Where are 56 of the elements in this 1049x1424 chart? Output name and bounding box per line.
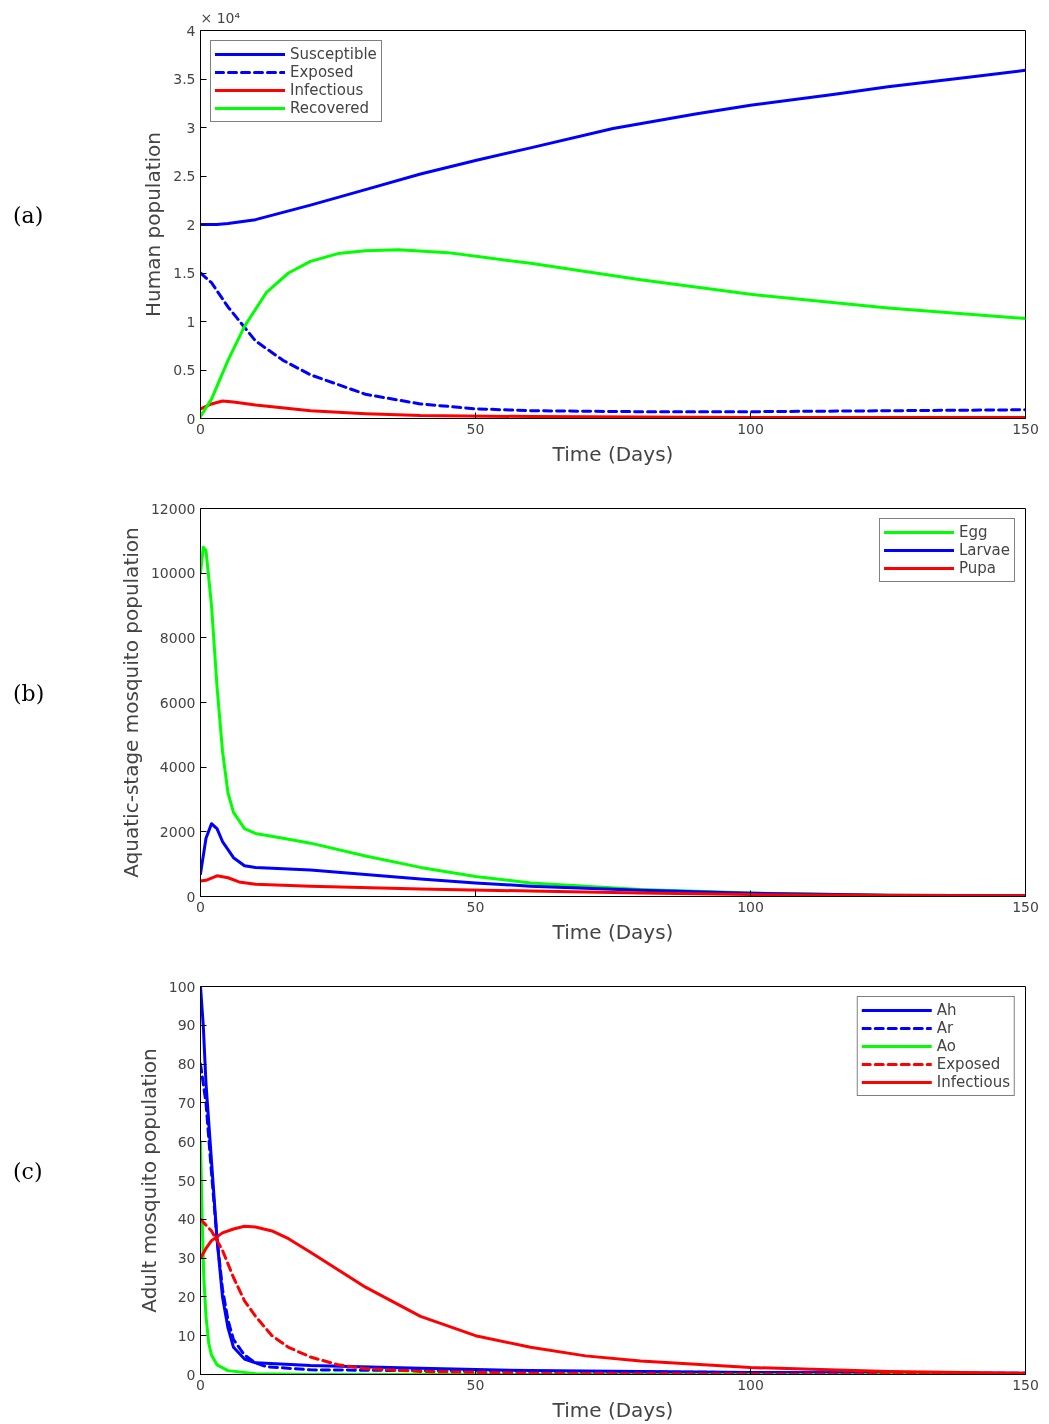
legend-label: Pupa xyxy=(958,559,996,577)
legend-label: Egg xyxy=(958,523,988,541)
x-axis-title: Time (Days) xyxy=(551,441,674,466)
x-axis-title: Time (Days) xyxy=(551,919,674,944)
text: × 10⁴ xyxy=(200,9,241,26)
x-tick-label: 100 xyxy=(737,1376,764,1393)
text: (c) xyxy=(13,1158,43,1186)
y-tick-label: 1 xyxy=(186,313,196,330)
x-tick-label: 150 xyxy=(1012,898,1039,915)
y-tick-label: 90 xyxy=(177,1017,196,1034)
legend-label: Ar xyxy=(936,1019,955,1037)
y-tick-label: 4000 xyxy=(159,759,196,776)
y-tick-label: 10000 xyxy=(150,565,196,582)
y-tick-label: 20 xyxy=(177,1288,196,1305)
x-tick-label: 50 xyxy=(466,420,485,437)
y-tick-label: 2.5 xyxy=(173,168,196,184)
y-tick-label: 6000 xyxy=(159,694,196,711)
legend-label: Exposed xyxy=(290,63,354,81)
text: (a) xyxy=(13,202,44,230)
legend-label: Infectious xyxy=(936,1073,1010,1091)
text: (b) xyxy=(13,680,45,708)
y-axis-title: Adult mosquito population xyxy=(136,1048,161,1313)
y-tick-label: 50 xyxy=(177,1172,196,1189)
y-tick-label: 8000 xyxy=(159,629,196,646)
x-tick-label: 100 xyxy=(737,420,764,437)
x-axis-title: Time (Days) xyxy=(551,1397,674,1422)
x-tick-label: 50 xyxy=(466,1376,485,1393)
legend-label: Ao xyxy=(936,1037,957,1055)
x-tick-label: 150 xyxy=(1012,420,1039,437)
y-tick-label: 60 xyxy=(177,1133,196,1150)
y-tick-label: 0.5 xyxy=(173,362,196,378)
y-tick-label: 80 xyxy=(177,1056,196,1073)
x-tick-label: 50 xyxy=(466,898,485,915)
y-tick-label: 40 xyxy=(177,1211,196,1228)
y-tick-label: 12000 xyxy=(150,500,196,517)
y-tick-label: 30 xyxy=(177,1250,196,1267)
y-tick-label: 3 xyxy=(186,119,196,136)
y-axis-title: Human population xyxy=(141,132,166,317)
y-axis-title: Aquatic-stage mosquito population xyxy=(118,527,143,878)
legend-label: Infectious xyxy=(290,81,364,99)
y-tick-label: 1.5 xyxy=(173,265,196,281)
y-tick-label: 10 xyxy=(177,1327,196,1344)
y-tick-label: 2000 xyxy=(159,823,196,840)
x-tick-label: 150 xyxy=(1012,1376,1039,1393)
legend-label: Ah xyxy=(936,1001,957,1019)
legend-label: Larvae xyxy=(958,541,1010,559)
y-tick-label: 4 xyxy=(186,22,196,39)
y-tick-label: 3.5 xyxy=(173,71,196,87)
y-tick-label: 100 xyxy=(168,978,196,995)
legend-label: Recovered xyxy=(290,99,370,117)
x-tick-label: 100 xyxy=(737,898,764,915)
y-tick-label: 70 xyxy=(177,1094,196,1111)
legend-label: Exposed xyxy=(936,1055,1001,1073)
y-tick-label: 2 xyxy=(186,216,196,233)
line-series xyxy=(200,271,1026,414)
legend-label: Susceptible xyxy=(290,45,377,63)
